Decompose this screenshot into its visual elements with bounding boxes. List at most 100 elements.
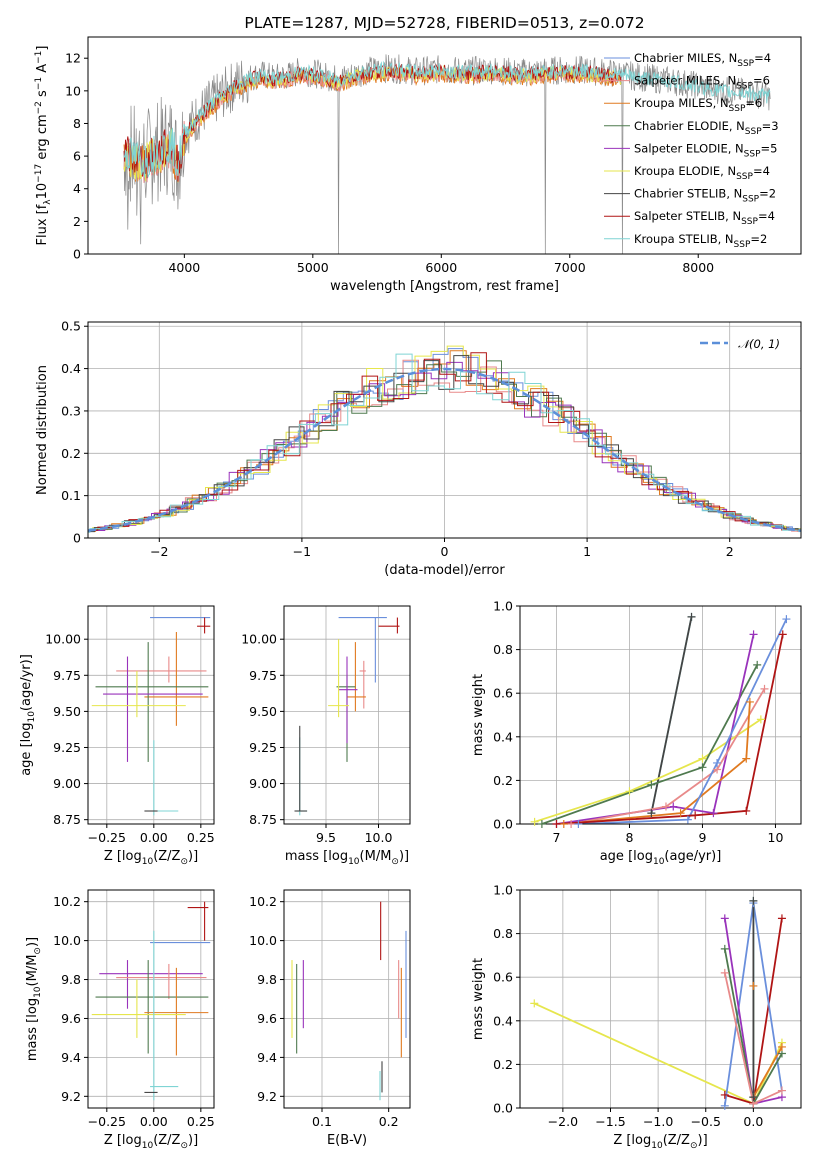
y-tick-label: 9.6 [257,1011,277,1026]
mass-weight-marker [676,809,685,818]
legend-label-part: =4 [753,164,770,178]
legend-label-part: SSP [745,127,762,137]
y-tick-label: 0.6 [493,686,513,701]
x-axis-label: wavelength [Angstrom, rest frame] [330,279,559,294]
x-axis-label-part: Z [log [613,1133,651,1148]
axes-frame [283,605,411,825]
residual-histogram [88,355,801,533]
x-axis-label-part: 10 [142,1141,154,1151]
mass-weight-marker [661,802,670,811]
mass-weight-marker [720,968,729,977]
mass-weight-marker [713,758,722,767]
x-tick-label: −0.5 [691,1114,721,1129]
y-tick-label: 9.75 [249,668,277,683]
mass-weight-marker [777,1042,786,1051]
plot-area-mass_vs_ebv [291,901,407,1101]
mass-weight-marker [625,787,634,796]
x-tick-label: 0.00 [140,1114,168,1129]
y-tick-label: 10 [65,83,81,98]
legend-label-part: =5 [761,141,778,155]
y-tick-label: 0.3 [61,403,81,418]
x-tick-label: 9.5 [316,830,336,845]
y-axis-label: Flux [fλ10−17 erg cm−2 s−1 A−1] [34,46,53,246]
legend-label-part: Chabrier STELIB, N [634,187,742,201]
residual-histogram [88,352,801,532]
mass-weight-marker [709,809,718,818]
x-axis-label-part: (Z/Z [153,849,180,864]
x-tick-label: 8 [626,830,634,845]
x-tick-label: −0.25 [88,830,126,845]
mass-weight-marker [742,754,751,763]
mass-weight-marker [691,811,700,820]
axes-frame [87,605,215,825]
x-axis-label-part: Z [log [104,1133,142,1148]
x-axis-label-part: (M/M [360,849,392,864]
panel-spectrum: 4000 5000 6000 7000 8000 0 2 4 6 8 10 12 wavelength … [34,14,802,294]
mass-weight-marker [574,820,583,828]
y-tick-label: 10.00 [45,632,81,647]
x-tick-label: −1 [293,544,311,559]
axes-frame [519,605,802,825]
y-tick-label: 0 [73,531,81,546]
y-axis-label-part: (M/M [25,955,40,987]
y-tick-label: 9.4 [61,1050,81,1065]
y-tick-label: 9.00 [249,776,277,791]
mass-weight-marker [537,820,546,828]
y-tick-label: 9.4 [257,1050,277,1065]
mass-weight-marker [552,820,561,828]
x-tick-label: 2 [726,544,734,559]
x-tick-label: 0.25 [187,1114,215,1129]
mass-weight-line [650,616,693,814]
x-axis-label-part: 10 [651,1141,663,1151]
x-axis-label-part: (data-model)/error [384,563,505,578]
y-tick-label: 9.25 [53,740,81,755]
y-tick-label: 10.0 [249,933,277,948]
y-axis-label: mass [log10(M/M⊙)] [25,937,43,1061]
legend-label-part: SSP [734,240,751,250]
x-tick-label: 0.25 [187,830,215,845]
x-axis-label-part: ⊙ [180,857,188,867]
plot-area-residuals [88,345,801,533]
x-tick-label: 7 [553,830,561,845]
mass-weight-line [541,664,758,824]
x-axis-label-part: ⊙ [690,1141,698,1151]
y-tick-label: 0.4 [493,729,513,744]
mass-weight-marker [720,944,729,953]
y-axis-label-part: Normed distribution [35,365,50,495]
mass-weight-marker [782,615,791,624]
mass-weight-line [570,688,766,824]
y-tick-label: 0.2 [493,773,513,788]
y-axis-label-part: s [35,90,50,101]
x-axis-label-part: )] [698,1133,708,1148]
y-tick-label: 0.4 [61,361,81,376]
y-tick-label: 0.0 [493,1101,513,1116]
y-axis-label-part: mass weight [471,674,486,756]
residual-legend: 𝒩(0, 1) [700,337,780,351]
x-tick-label: 10.0 [365,830,393,845]
x-tick-label: 0.2 [379,1114,399,1129]
x-axis-label: Z [log10(Z/Z⊙)] [104,849,198,867]
y-tick-label: 0.4 [493,1013,513,1028]
x-axis-label-part: E(B-V) [327,1133,367,1148]
mass-weight-marker [559,820,568,828]
x-axis-label: (data-model)/error [384,563,505,578]
x-axis-label-part: ⊙ [180,1141,188,1151]
mass-weight-marker [720,914,729,923]
mass-weight-marker [530,817,539,826]
panel-age_vs_Z: −0.25 0.00 0.25 8.75 9.00 9.25 9.50 9.75 10.00 Z … [19,605,215,867]
mass-weight-marker [567,820,576,828]
mass-weight-marker [698,754,707,763]
y-tick-label: 9.2 [257,1089,277,1104]
axes-frame [283,889,411,1109]
legend-label-part: SSP [744,149,761,159]
plot-area-mass_weight_vs_age [534,616,788,824]
y-axis-label-part: 10 [35,183,50,200]
mass-weight-marker [777,914,786,923]
y-axis-label: mass weight [471,958,486,1040]
y-tick-label: 10.2 [53,894,81,909]
x-axis-label-part: (Z/Z [663,1133,690,1148]
model-spectrum [123,65,622,183]
legend-label-part: =4 [754,51,771,65]
